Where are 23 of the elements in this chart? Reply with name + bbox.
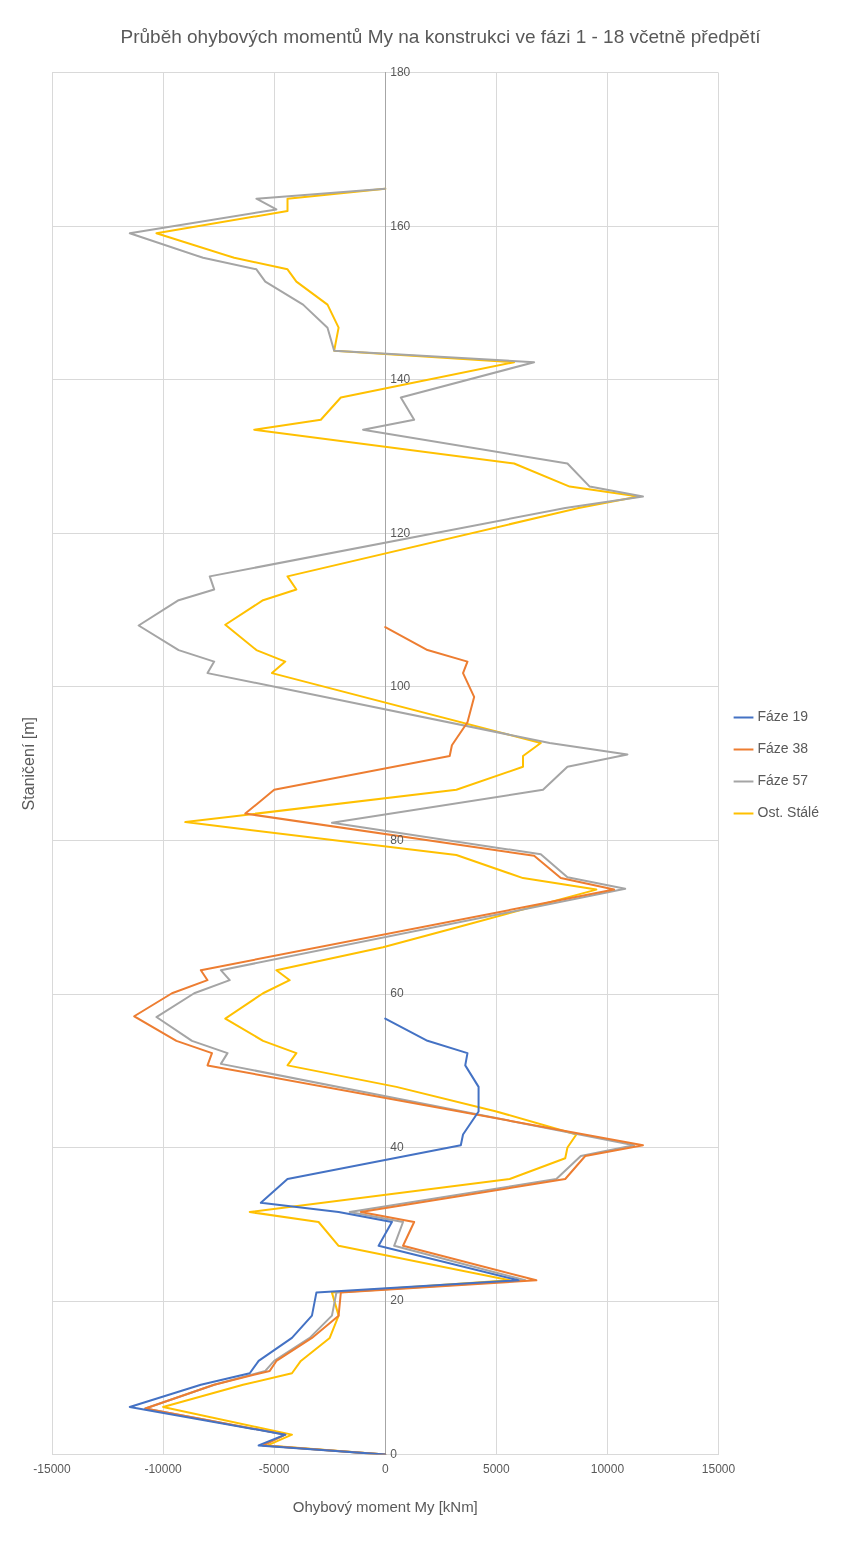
y-tick-label: 160 bbox=[390, 218, 411, 233]
x-tick-label: -15000 bbox=[33, 1462, 71, 1477]
legend-label: Fáze 57 bbox=[757, 772, 809, 789]
x-tick-label: 15000 bbox=[701, 1462, 736, 1477]
y-tick-label: 0 bbox=[390, 1446, 398, 1461]
y-tick-label: 140 bbox=[390, 372, 411, 387]
x-tick-label: 10000 bbox=[590, 1462, 625, 1477]
y-tick-label: 20 bbox=[390, 1293, 404, 1308]
y-tick-label: 120 bbox=[390, 525, 411, 540]
y-tick-label: 180 bbox=[390, 65, 411, 80]
x-tick-label: -10000 bbox=[144, 1462, 183, 1477]
legend-label: Ost. Stálé bbox=[757, 804, 820, 821]
chart-title: Průběh ohybových momentů My na konstrukci ve fázi 1 - 18 včetně předpětí bbox=[120, 25, 762, 47]
legend-label: Fáze 38 bbox=[757, 740, 809, 757]
x-axis-title: Ohybový moment My [kNm] bbox=[292, 1498, 478, 1516]
y-tick-label: 60 bbox=[390, 986, 404, 1001]
y-axis-title: Staničení [m] bbox=[20, 717, 38, 811]
x-tick-label: 5000 bbox=[483, 1462, 511, 1477]
x-tick-label: -5000 bbox=[258, 1462, 290, 1477]
y-tick-label: 80 bbox=[390, 832, 404, 847]
legend-label: Fáze 19 bbox=[757, 708, 809, 725]
y-tick-label: 100 bbox=[390, 679, 411, 694]
y-tick-label: 40 bbox=[390, 1139, 404, 1154]
